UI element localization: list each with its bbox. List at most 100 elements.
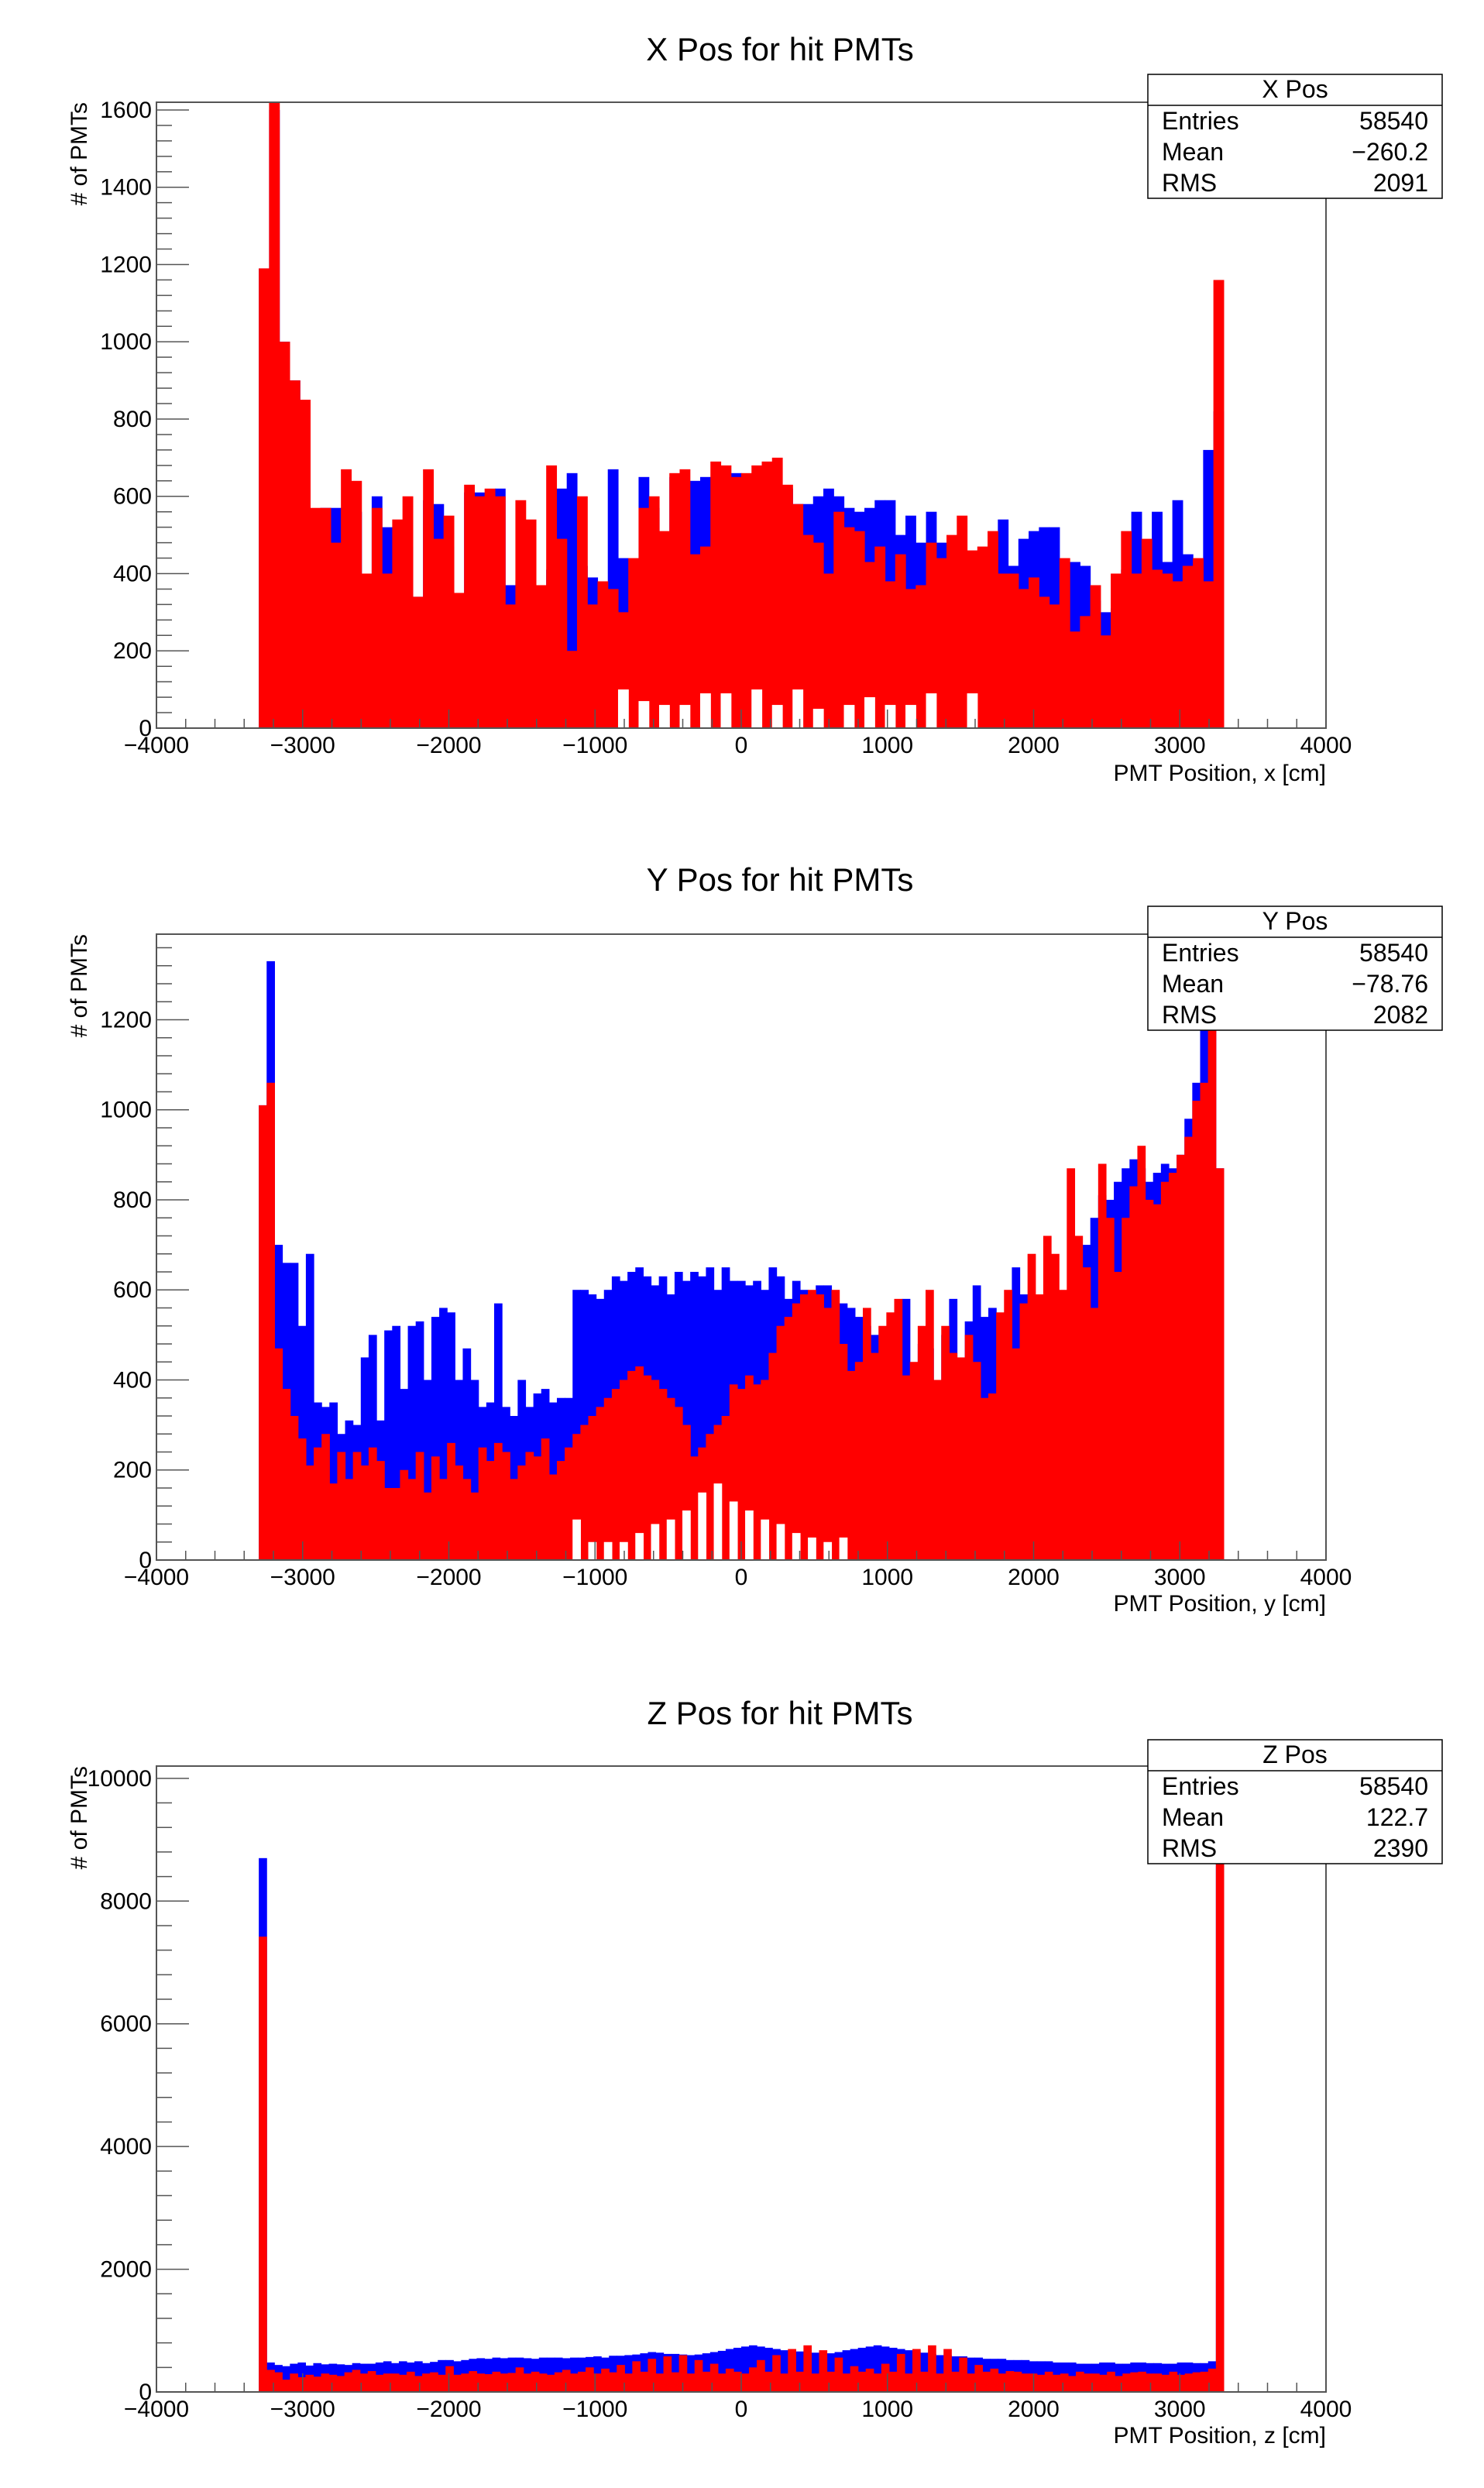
bar (839, 1537, 848, 1560)
bar (597, 581, 609, 728)
x-tick-label: 4000 (1300, 2397, 1352, 2422)
bar (1027, 1253, 1036, 1560)
bar (596, 1407, 605, 1560)
bar (721, 1267, 730, 1560)
stats-box: Z Pos Entries 58540 Mean 122.7 RMS 2390 (1147, 1739, 1443, 1864)
bar (729, 1384, 738, 1560)
stats-title: X Pos (1262, 75, 1328, 103)
bar (843, 527, 855, 728)
bar (383, 2373, 392, 2392)
bar (669, 473, 681, 728)
bar (344, 2372, 353, 2392)
bar (462, 1348, 472, 1560)
bar (998, 2373, 1007, 2392)
bar (713, 1483, 723, 1560)
bar (305, 2374, 314, 2392)
y-tick-label: 1200 (100, 252, 152, 277)
bar (1105, 1218, 1115, 1560)
bar (909, 1362, 919, 1560)
x-tick-label: 3000 (1154, 1565, 1206, 1590)
bar (706, 1267, 715, 1560)
bar (321, 1434, 330, 1560)
bar (799, 1294, 809, 1560)
bar (305, 1465, 314, 1560)
bar (1192, 2372, 1201, 2392)
y-tick-label: 200 (113, 638, 152, 664)
bar (1012, 1348, 1021, 1560)
bar (392, 1487, 401, 1560)
bar (269, 102, 280, 728)
bar (1005, 2371, 1015, 2392)
stats-row-label: Mean (1162, 970, 1224, 998)
bar (384, 1330, 393, 1560)
bar (949, 1352, 958, 1560)
bar (580, 1424, 589, 1560)
bar (936, 2355, 944, 2392)
bar (878, 1325, 887, 1560)
bar (321, 2373, 330, 2392)
bar (1090, 1308, 1099, 1560)
bar (305, 1253, 314, 1560)
series-3 (617, 689, 978, 728)
bar (535, 585, 547, 728)
bar (638, 507, 650, 728)
bar (398, 2374, 407, 2392)
bar (811, 2352, 820, 2392)
x-tick-label: −1000 (562, 2397, 627, 2422)
y-tick-label: 1400 (100, 175, 152, 201)
bar (873, 2373, 882, 2392)
bar (1043, 1235, 1052, 1560)
bar (709, 2363, 719, 2392)
bar (720, 693, 732, 728)
bar (1207, 938, 1217, 1560)
y-axis-label: # of PMTs (67, 102, 92, 205)
y-tick-label: 1000 (100, 329, 152, 355)
bar (826, 2371, 836, 2392)
bar (733, 2347, 742, 2392)
bar (1044, 2371, 1053, 2392)
bar (607, 589, 619, 728)
bar (384, 1487, 393, 1560)
bar (1107, 2371, 1115, 2392)
bar (694, 2359, 703, 2392)
bar (1182, 565, 1194, 728)
bar (314, 1447, 322, 1560)
bar (772, 2355, 781, 2392)
bar (795, 2371, 804, 2392)
bar (854, 1362, 864, 1560)
bar (352, 1452, 362, 1560)
bar (915, 585, 927, 728)
bar (492, 2371, 501, 2392)
x-tick-label: −3000 (270, 1565, 335, 1590)
x-tick-label: 2000 (1008, 1565, 1060, 1590)
bar (674, 1407, 683, 1560)
bar (586, 2367, 594, 2392)
x-tick-label: 1000 (861, 1565, 913, 1590)
bar (780, 2350, 788, 2392)
bar (510, 1479, 518, 1560)
x-tick-label: 1000 (861, 2397, 913, 2422)
chart-title: X Pos for hit PMTs (646, 31, 913, 67)
bar (946, 534, 957, 728)
x-tick-label: −4000 (124, 1565, 189, 1590)
bar (556, 538, 568, 728)
bar (988, 531, 998, 728)
stats-row-label: Mean (1162, 138, 1224, 166)
bar (998, 573, 1009, 728)
bar (974, 2365, 984, 2392)
bar (279, 342, 290, 728)
bar (823, 1308, 833, 1560)
bar (609, 2372, 617, 2392)
bar (500, 2373, 509, 2392)
bar (902, 1375, 911, 1560)
bar (297, 2376, 307, 2392)
bar (546, 2357, 555, 2392)
stats-box-frame (1147, 1739, 1443, 1864)
bar (1193, 558, 1204, 728)
bar (360, 1357, 369, 1560)
stats-row-label: Entries (1162, 939, 1239, 967)
bar (569, 2373, 579, 2392)
bar (1203, 581, 1214, 728)
bar (1184, 2373, 1194, 2392)
